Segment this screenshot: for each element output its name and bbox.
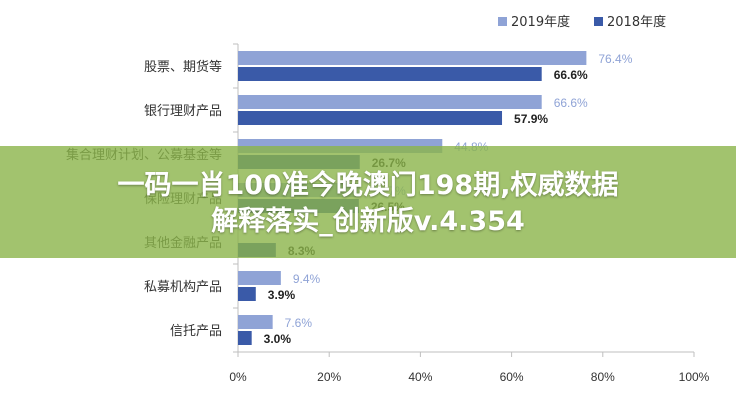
- data-label: 9.4%: [293, 272, 321, 286]
- overlay-banner: [0, 146, 736, 258]
- legend-swatch: [498, 17, 507, 26]
- bar-2019: [238, 51, 587, 65]
- overlay-text: 一码一肖100准今晚澳门198期,权威数据 解释落实_创新版v.4.354: [0, 168, 736, 240]
- category-label: 信托产品: [170, 324, 222, 339]
- bar-2018: [238, 111, 503, 125]
- legend-label: 2018年度: [607, 14, 666, 30]
- bar-2018: [238, 331, 252, 345]
- category-label: 私募机构产品: [144, 280, 222, 295]
- data-label: 7.6%: [285, 316, 313, 330]
- x-tick-label: 20%: [317, 370, 341, 384]
- category-label: 股票、期货等: [144, 59, 222, 75]
- bar-2019: [238, 315, 273, 329]
- legend-label: 2019年度: [511, 14, 570, 30]
- bar-2018: [238, 67, 542, 81]
- x-tick-label: 80%: [591, 370, 615, 384]
- x-tick-label: 40%: [408, 370, 432, 384]
- data-label: 66.6%: [554, 68, 588, 82]
- x-tick-label: 60%: [500, 370, 524, 384]
- bar-2018: [238, 287, 256, 301]
- overlay-line-1: 一码一肖100准今晚澳门198期,权威数据: [117, 170, 619, 201]
- bar-2019: [238, 95, 542, 109]
- x-tick-label: 100%: [679, 370, 710, 384]
- legend-swatch: [594, 17, 603, 26]
- category-label: 银行理财产品: [144, 104, 222, 119]
- data-label: 3.0%: [264, 332, 292, 346]
- chart-legend: 2019年度 2018年度: [498, 14, 666, 30]
- data-label: 66.6%: [554, 96, 588, 110]
- data-label: 76.4%: [598, 52, 632, 66]
- bar-2019: [238, 271, 281, 285]
- data-label: 3.9%: [268, 288, 296, 302]
- data-label: 57.9%: [514, 112, 548, 126]
- x-tick-label: 0%: [229, 370, 247, 384]
- overlay-line-2: 解释落实_创新版v.4.354: [211, 206, 525, 237]
